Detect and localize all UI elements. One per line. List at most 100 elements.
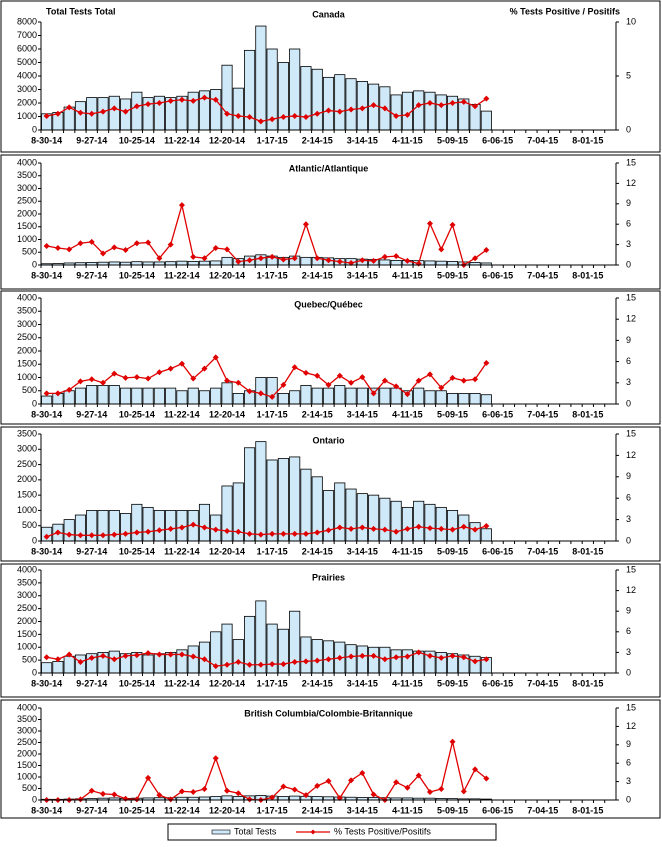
x-tick-label: 12-20-14 xyxy=(209,270,245,280)
y2-tick-label: 12 xyxy=(626,585,636,595)
marker xyxy=(370,102,377,109)
marker xyxy=(224,528,231,535)
legend-swatch xyxy=(310,829,316,835)
marker xyxy=(348,653,355,660)
x-tick-label: 9-27-14 xyxy=(76,135,107,145)
y-tick-label: 1500 xyxy=(17,221,37,231)
marker xyxy=(449,526,456,533)
marker xyxy=(460,377,467,384)
bar xyxy=(198,390,211,405)
marker xyxy=(77,378,84,385)
bar xyxy=(221,795,233,801)
marker xyxy=(280,381,287,388)
y2-tick-label: 15 xyxy=(626,564,636,574)
x-tick-label: 8-30-14 xyxy=(31,805,62,815)
bar xyxy=(334,74,346,131)
y-tick-label: 3500 xyxy=(17,306,37,316)
marker xyxy=(269,116,276,123)
bar xyxy=(322,387,335,405)
marker xyxy=(54,245,61,251)
y-tick-label: 500 xyxy=(22,655,37,665)
panel-frame xyxy=(0,0,661,153)
y2-tick-label: 15 xyxy=(626,428,636,438)
bar xyxy=(289,456,301,542)
legend-label: % Tests Positive/Positifs xyxy=(334,826,431,836)
y-tick-label: 1000 xyxy=(17,234,37,244)
marker xyxy=(190,375,197,382)
y2-tick-label: 12 xyxy=(626,314,636,324)
marker xyxy=(111,656,118,663)
bar xyxy=(480,394,492,405)
marker xyxy=(415,772,422,779)
bar xyxy=(390,649,402,674)
marker xyxy=(370,257,377,264)
bar xyxy=(232,796,244,801)
marker xyxy=(145,101,152,108)
marker xyxy=(167,796,174,803)
x-tick-label: 8-30-14 xyxy=(31,409,62,419)
panel-title: Ontario xyxy=(312,435,345,445)
y-tick-label: 0 xyxy=(32,535,37,545)
bar xyxy=(401,649,413,674)
bar xyxy=(232,392,244,405)
marker xyxy=(190,253,197,260)
marker xyxy=(449,221,456,228)
y-tick-label: 0 xyxy=(32,124,37,134)
marker xyxy=(235,379,242,386)
marker xyxy=(88,110,95,117)
marker xyxy=(314,372,321,379)
marker xyxy=(336,108,343,115)
x-tick-label: 7-04-15 xyxy=(527,805,558,815)
bar xyxy=(424,503,436,542)
marker xyxy=(472,255,479,262)
marker xyxy=(66,531,73,538)
marker xyxy=(426,100,433,106)
marker xyxy=(483,775,490,782)
bar xyxy=(446,261,459,266)
y-tick-label: 500 xyxy=(22,385,37,395)
x-tick-label: 2-14-15 xyxy=(302,409,333,419)
marker xyxy=(100,652,107,659)
bar xyxy=(446,510,459,542)
marker xyxy=(54,390,61,397)
y-tick-label: 7000 xyxy=(17,30,37,40)
bar xyxy=(131,91,143,131)
bar xyxy=(277,458,289,542)
bar xyxy=(63,106,75,131)
y-tick-label: 2000 xyxy=(17,345,37,355)
x-tick-label: 10-25-14 xyxy=(119,546,155,556)
marker xyxy=(348,777,355,784)
legend-label: Total Tests xyxy=(234,826,277,836)
marker xyxy=(426,652,433,659)
x-tick-label: 11-22-14 xyxy=(164,805,200,815)
x-tick-label: 3-14-15 xyxy=(347,546,378,556)
marker xyxy=(393,253,400,260)
bar xyxy=(165,510,177,542)
bar xyxy=(221,256,233,266)
marker xyxy=(460,654,467,661)
y-tick-label: 4000 xyxy=(17,157,37,167)
y-tick-label: 1000 xyxy=(17,771,37,781)
marker xyxy=(156,651,163,658)
marker xyxy=(212,526,219,533)
marker xyxy=(43,533,50,540)
marker xyxy=(483,656,490,663)
marker xyxy=(122,374,129,381)
bar xyxy=(356,387,368,405)
marker xyxy=(359,257,366,264)
marker xyxy=(426,371,433,378)
x-tick-label: 8-01-15 xyxy=(572,678,603,688)
y2-tick-label: 3 xyxy=(626,239,631,249)
y-tick-label: 2500 xyxy=(17,332,37,342)
panel-title: Quebec/Québec xyxy=(294,299,363,309)
marker xyxy=(43,654,50,661)
marker xyxy=(145,774,152,781)
x-tick-label: 8-01-15 xyxy=(572,546,603,556)
marker xyxy=(77,240,84,247)
x-tick-label: 10-25-14 xyxy=(119,409,155,419)
y2-tick-label: 9 xyxy=(626,606,631,616)
marker xyxy=(190,789,197,796)
marker xyxy=(404,391,411,398)
bar xyxy=(41,395,53,405)
bar xyxy=(108,95,120,131)
